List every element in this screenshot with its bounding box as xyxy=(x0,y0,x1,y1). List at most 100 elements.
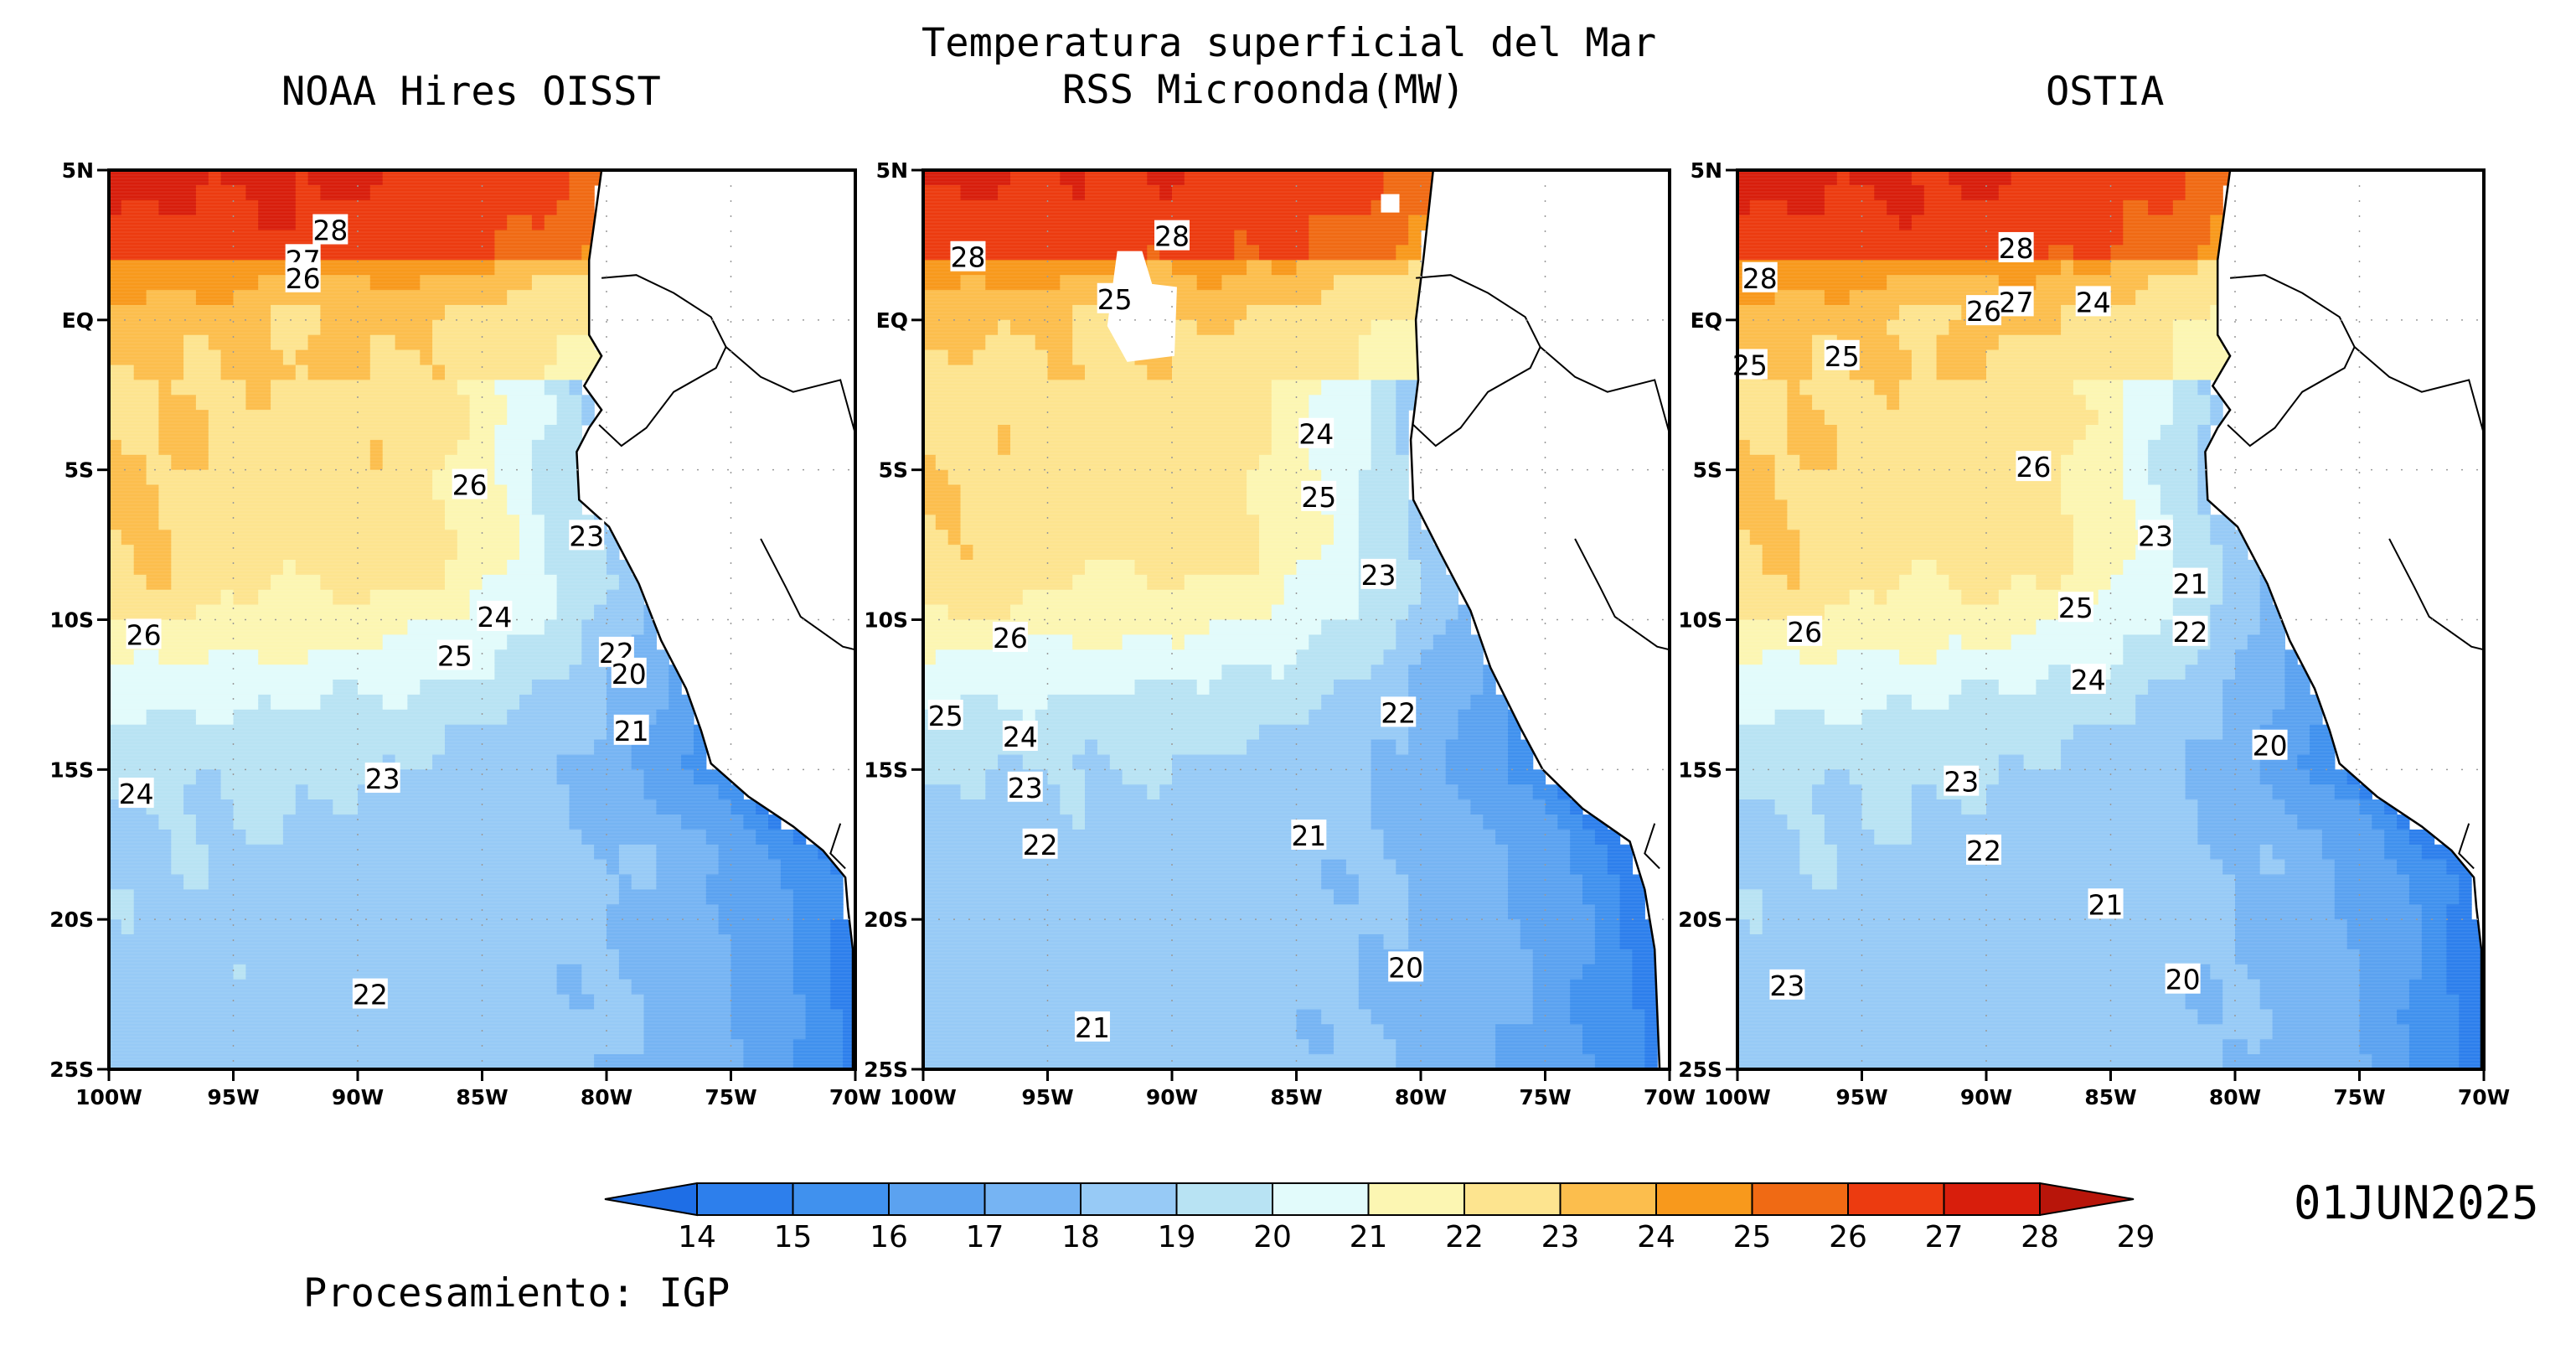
contour-label: 24 xyxy=(1298,418,1334,451)
lon-tick-label: 85W xyxy=(2084,1085,2136,1109)
contour-label: 26 xyxy=(285,261,321,295)
colorbar-box xyxy=(1175,1182,1273,1216)
country-border xyxy=(2388,538,2485,651)
country-border xyxy=(2458,823,2475,870)
lat-tick-label: 5S xyxy=(1693,458,1722,483)
svg-text:27: 27 xyxy=(1999,286,2034,318)
svg-text:22: 22 xyxy=(1023,829,1058,861)
svg-text:28: 28 xyxy=(1999,232,2034,265)
contour-label: 26 xyxy=(452,468,488,502)
contour-label: 26 xyxy=(2016,451,2052,484)
country-border xyxy=(1574,538,1670,651)
svg-text:25: 25 xyxy=(1825,340,1860,373)
svg-text:23: 23 xyxy=(569,520,604,552)
svg-text:26: 26 xyxy=(1787,616,1822,649)
panel-title-oisst: NOAA Hires OISST xyxy=(281,69,661,115)
contour-label: 28 xyxy=(1154,220,1190,253)
lon-tick-label: 90W xyxy=(1146,1085,1198,1109)
lon-tick-label: 90W xyxy=(332,1085,384,1109)
lat-tick-label: 25S xyxy=(864,1058,908,1082)
svg-text:23: 23 xyxy=(1008,772,1043,804)
contour-label: 27 xyxy=(1998,286,2034,318)
contour-label: 20 xyxy=(2252,729,2288,763)
svg-text:22: 22 xyxy=(2173,616,2208,649)
svg-text:24: 24 xyxy=(119,778,154,810)
svg-text:25: 25 xyxy=(1097,283,1133,316)
lat-tick-label: 20S xyxy=(1678,908,1722,932)
contour-label: 22 xyxy=(598,636,634,670)
lon-tick-label: 95W xyxy=(1835,1085,1887,1109)
svg-text:24: 24 xyxy=(1298,418,1334,451)
svg-text:21: 21 xyxy=(2173,568,2208,601)
lat-tick-label: 20S xyxy=(49,908,94,932)
contour-label: 21 xyxy=(613,714,649,747)
contour-label: 24 xyxy=(118,777,154,810)
contour-label: 21 xyxy=(1074,1011,1110,1044)
svg-text:24: 24 xyxy=(1003,721,1038,753)
colorbar-tick-label: 18 xyxy=(1061,1220,1100,1254)
colorbar-tick-label: 15 xyxy=(774,1220,813,1254)
colorbar-box xyxy=(1559,1182,1657,1216)
lon-tick-label: 85W xyxy=(456,1085,508,1109)
lon-tick-label: 75W xyxy=(2333,1085,2385,1109)
contour-label: 23 xyxy=(1944,765,1980,799)
contour-label: 24 xyxy=(477,600,513,634)
lon-tick-label: 100W xyxy=(75,1085,142,1109)
country-border xyxy=(2227,274,2356,447)
lat-tick-label: 5N xyxy=(1691,158,1722,183)
lon-tick-label: 70W xyxy=(829,1085,881,1109)
colorbar-upper-arrow xyxy=(2039,1182,2135,1217)
lon-tick-label: 100W xyxy=(1704,1085,1771,1109)
coastline xyxy=(576,169,854,1069)
svg-text:28: 28 xyxy=(1742,262,1778,295)
colorbar-lower-arrow xyxy=(604,1182,698,1217)
lat-tick-label: 15S xyxy=(49,758,94,782)
colorbar-box xyxy=(792,1182,890,1216)
contour-label: 28 xyxy=(1742,261,1778,295)
country-border xyxy=(760,538,856,651)
lat-tick-label: 5S xyxy=(65,458,94,483)
lat-tick-label: 5N xyxy=(876,158,908,183)
contour-label: 20 xyxy=(611,657,647,690)
svg-text:28: 28 xyxy=(1154,220,1190,253)
lat-tick-label: 5S xyxy=(879,458,908,483)
svg-text:22: 22 xyxy=(1966,835,2001,867)
contour-label: 24 xyxy=(2070,664,2106,696)
land-mask xyxy=(2205,170,2484,1069)
lon-tick-label: 85W xyxy=(1270,1085,1322,1109)
colorbar: 14 15 16 17 18 19 20 21 22 23 24 25 26 27 28 29 xyxy=(604,1182,2155,1254)
contour-label: 22 xyxy=(2172,615,2208,649)
contour-label: 25 xyxy=(1824,339,1860,373)
svg-text:23: 23 xyxy=(2138,520,2173,552)
contour-label: 23 xyxy=(1769,969,1805,1002)
contour-label: 20 xyxy=(2165,963,2201,996)
contour-label: 21 xyxy=(2088,888,2124,921)
svg-text:26: 26 xyxy=(2016,451,2051,484)
contour-label: 24 xyxy=(2075,286,2111,318)
contour-label: 20 xyxy=(1388,951,1424,984)
country-border xyxy=(1644,823,1660,870)
land-mask xyxy=(1411,170,1670,1069)
contour-label: 25 xyxy=(927,699,963,732)
contour-label: 23 xyxy=(2137,520,2173,552)
lat-tick-label: EQ xyxy=(1691,308,1722,333)
country-border xyxy=(1412,274,1541,447)
svg-text:23: 23 xyxy=(1769,970,1804,1002)
colorbar-box xyxy=(1272,1182,1370,1216)
svg-text:23: 23 xyxy=(1361,559,1396,592)
colorbar-box xyxy=(696,1182,794,1216)
figure-title-line1: Temperatura superficial del Mar xyxy=(921,20,1657,66)
colorbar-box xyxy=(983,1182,1082,1216)
lat-tick-label: EQ xyxy=(876,308,908,333)
contour-label: 26 xyxy=(992,621,1028,654)
contour-label: 23 xyxy=(1360,558,1396,592)
colorbar-box xyxy=(1464,1182,1562,1216)
svg-text:26: 26 xyxy=(126,618,162,651)
colorbar-box xyxy=(1080,1182,1178,1216)
colorbar-box xyxy=(888,1182,986,1216)
svg-text:26: 26 xyxy=(452,469,488,502)
colorbar-tick-label: 16 xyxy=(870,1220,908,1254)
